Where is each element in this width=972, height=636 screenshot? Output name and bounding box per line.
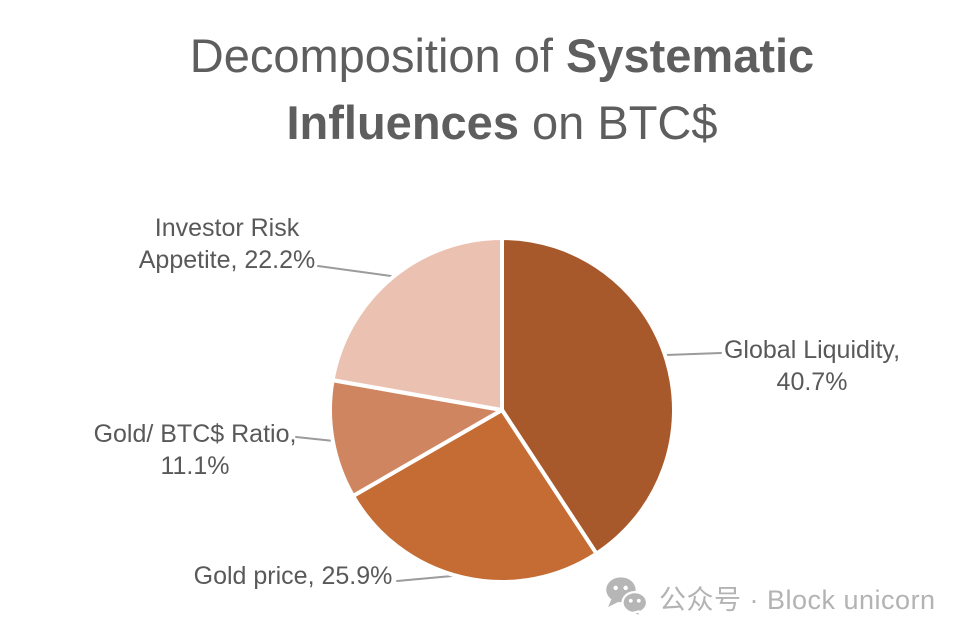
slice-label-global-liquidity: Global Liquidity, 40.7% (662, 334, 962, 398)
title-emphasis: Systematic Influences (286, 29, 815, 149)
slice-label-line: 40.7% (776, 368, 848, 396)
slice-label-line: Investor Risk (154, 214, 300, 242)
title-text-leading: Decomposition of (189, 29, 566, 82)
slice-label-line: 11.1% (160, 452, 230, 480)
chart-title: Decomposition of Systematic Influences o… (106, 22, 898, 156)
leader-line-investor-risk-appetite (317, 265, 392, 277)
wechat-icon (606, 577, 649, 617)
slice-label-line: Gold price, 25.9% (193, 562, 393, 590)
leader-line-gold-btc-ratio (295, 436, 335, 442)
pie-slice-gold-btc-ratio (328, 378, 504, 498)
slice-label-gold-btc-ratio: Gold/ BTC$ Ratio, 11.1% (45, 418, 345, 482)
slice-label-line: Appetite, 22.2% (138, 246, 316, 274)
slice-label-line: Gold/ BTC$ Ratio, (93, 420, 297, 448)
pie-slice-investor-risk-appetite (330, 236, 504, 412)
title-text-trailing: on BTC$ (518, 96, 718, 149)
watermark: 公众号 · Block unicorn (604, 576, 936, 618)
watermark-text: 公众号 · Block unicorn (659, 584, 936, 615)
slice-label-line: Global Liquidity, (723, 336, 901, 364)
leader-line-global-liquidity (665, 352, 722, 356)
pie-slice-gold-price (351, 408, 599, 584)
slice-label-investor-risk-appetite: Investor Risk Appetite, 22.2% (77, 212, 377, 276)
slice-label-gold-price: Gold price, 25.9% (143, 560, 443, 592)
